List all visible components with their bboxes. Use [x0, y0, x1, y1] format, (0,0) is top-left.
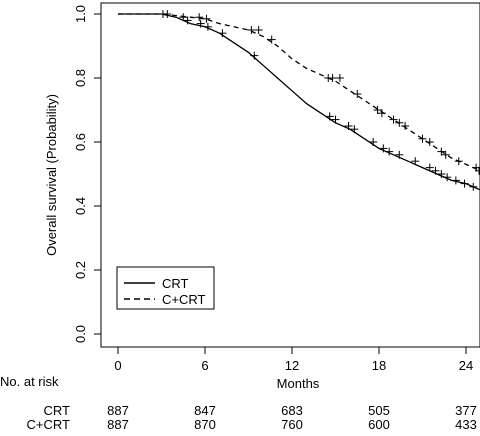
censor-mark-c-crt [395, 118, 404, 127]
censor-mark-crt [331, 115, 340, 124]
series-layer [118, 10, 480, 191]
censor-mark-crt [437, 170, 446, 178]
risk-table: No. at risk CRT C+CRT 887 847 683 505 377 887… [0, 374, 477, 432]
risk-value-c-crt: 600 [368, 417, 390, 431]
censor-mark-c-crt [401, 122, 410, 130]
censor-mark-c-crt [425, 138, 434, 146]
y-axis: 0.0 0.2 0.4 0.6 0.8 1.0 [73, 5, 102, 343]
risk-value-crt: 683 [281, 403, 303, 418]
censor-mark-c-crt [254, 26, 263, 34]
censor-mark-crt [411, 157, 420, 166]
censor-mark-c-crt [454, 157, 463, 166]
censor-mark-c-crt [441, 150, 450, 159]
censor-mark-crt [183, 16, 192, 25]
censor-mark-c-crt [389, 115, 398, 124]
x-tick-label: 6 [201, 358, 208, 373]
censor-mark-crt [379, 144, 388, 153]
x-axis: 0 6 12 18 24 [114, 346, 473, 373]
risk-row-label-ccrt: C+CRT [27, 417, 71, 431]
censor-mark-crt [425, 163, 434, 172]
risk-value-crt: 505 [368, 403, 390, 418]
y-tick-label: 0.4 [73, 197, 88, 215]
risk-value-c-crt: 433 [455, 417, 477, 431]
censor-mark-c-crt [267, 35, 276, 44]
y-tick-label: 0.8 [73, 69, 88, 87]
censor-mark-crt [443, 173, 452, 182]
censor-mark-c-crt [353, 90, 362, 98]
censor-mark-crt [469, 182, 478, 191]
censor-mark-c-crt [377, 109, 386, 118]
risk-value-c-crt: 870 [194, 417, 216, 431]
censor-mark-c-crt [418, 134, 427, 143]
censor-mark-c-crt [195, 13, 204, 22]
censor-mark-crt [395, 150, 404, 159]
series-line-crt [118, 13, 480, 191]
censor-mark-crt [350, 125, 359, 134]
censor-mark-c-crt [475, 166, 480, 175]
y-tick-label: 0.6 [73, 133, 88, 151]
risk-value-c-crt: 760 [281, 417, 303, 431]
risk-row-label-crt: CRT [44, 403, 71, 418]
censor-mark-crt [203, 22, 212, 31]
censor-mark-crt [325, 112, 334, 121]
risk-value-c-crt: 887 [107, 417, 129, 431]
censor-mark-crt [431, 166, 440, 175]
censor-mark-c-crt [335, 74, 344, 82]
censor-mark-crt [218, 29, 227, 38]
censor-mark-c-crt [437, 147, 446, 156]
legend: CRT C+CRT [116, 266, 215, 310]
censor-mark-c-crt [202, 14, 211, 23]
risk-value-crt: 377 [455, 403, 477, 418]
y-tick-label: 0.0 [73, 325, 88, 343]
censor-mark-crt [369, 138, 378, 146]
censor-mark-c-crt [328, 74, 337, 82]
censor-mark-c-crt [373, 106, 382, 114]
y-tick-label: 1.0 [73, 5, 88, 23]
x-tick-label: 18 [372, 358, 386, 373]
series-line-c-crt [118, 13, 480, 172]
x-axis-label: Months [277, 376, 320, 391]
y-axis-label: Overall survival (Probability) [44, 94, 59, 256]
censor-mark-crt [385, 147, 394, 156]
censor-mark-crt [196, 19, 205, 28]
censor-mark-c-crt [179, 13, 188, 22]
legend-label-crt: CRT [162, 276, 189, 291]
legend-label-ccrt: C+CRT [162, 292, 206, 307]
risk-table-header: No. at risk [0, 374, 59, 389]
x-tick-label: 12 [285, 358, 299, 373]
x-tick-label: 0 [114, 358, 121, 373]
legend-box [116, 266, 215, 310]
risk-value-crt: 887 [107, 403, 129, 418]
risk-value-crt: 847 [194, 403, 216, 418]
x-tick-label: 24 [459, 358, 473, 373]
y-tick-label: 0.2 [73, 261, 88, 279]
censor-mark-crt [451, 176, 460, 185]
censor-mark-crt [344, 122, 353, 130]
censor-mark-c-crt [163, 10, 172, 18]
censor-mark-crt [460, 179, 469, 188]
censor-mark-c-crt [247, 26, 256, 34]
censor-mark-crt [250, 51, 259, 60]
